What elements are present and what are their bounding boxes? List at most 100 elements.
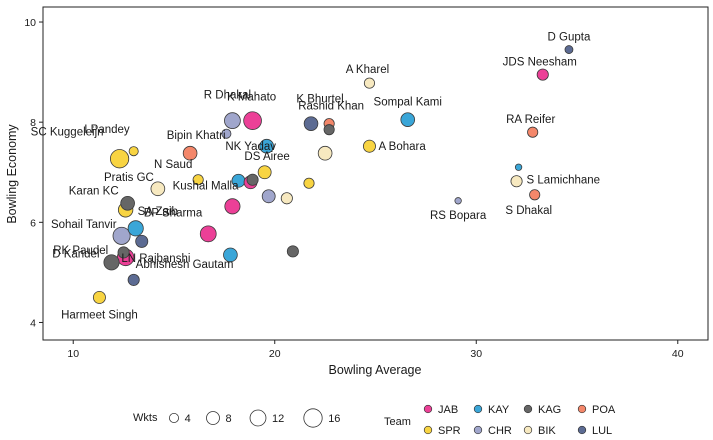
point-d-kandel bbox=[103, 254, 120, 271]
point-karan-kc bbox=[120, 195, 135, 211]
label-sa-zaib: SA Zaib bbox=[138, 206, 178, 218]
point-a-bohara bbox=[362, 139, 376, 153]
y-axis-title: Bowling Economy bbox=[5, 124, 19, 224]
team-swatch-bik bbox=[523, 425, 533, 435]
point-ra-reifer bbox=[527, 126, 539, 138]
team-swatch-lul bbox=[577, 425, 587, 435]
team-swatch-kag bbox=[523, 404, 533, 414]
label-sc-kuggeleijn: SC Kuggeleijn bbox=[31, 127, 104, 139]
data-point bbox=[514, 163, 523, 171]
team-swatch-chr bbox=[473, 425, 483, 435]
point-r-dhakal bbox=[224, 112, 241, 130]
data-point bbox=[257, 165, 272, 180]
size-legend-circle-4 bbox=[168, 412, 179, 423]
point-k-mahato bbox=[243, 111, 262, 130]
point-bipin-khatri bbox=[182, 145, 198, 161]
team-label-jab: JAB bbox=[438, 404, 458, 416]
label-abhishesh-gautam: Abhishesh Gautam bbox=[136, 259, 234, 271]
label-d-kandel: D Kandel bbox=[52, 248, 99, 260]
label-bipin-khatri: Bipin Khatri bbox=[167, 130, 226, 142]
team-label-kay: KAY bbox=[488, 404, 510, 416]
label-harmeet-singh: Harmeet Singh bbox=[61, 309, 138, 321]
point-sohail-tanvir bbox=[112, 226, 131, 245]
size-legend-label-16: 16 bbox=[328, 413, 340, 425]
y-tick-label: 10 bbox=[24, 17, 36, 29]
point-bp-sharma bbox=[127, 220, 144, 237]
data-points bbox=[92, 45, 574, 304]
point-jds-neesham bbox=[536, 68, 549, 81]
point-k-bhurtel bbox=[303, 116, 319, 131]
label-k-mahato: K Mahato bbox=[227, 92, 276, 104]
data-point bbox=[323, 124, 335, 136]
label-d-gupta: D Gupta bbox=[548, 32, 591, 44]
label-a-kharel: A Kharel bbox=[346, 64, 389, 76]
label-r-dhakal: R Dhakal bbox=[204, 90, 251, 102]
point-d-gupta bbox=[564, 45, 574, 54]
x-axis: 10 20 30 40 bbox=[67, 340, 684, 360]
point-a-kharel bbox=[363, 77, 375, 89]
size-legend-label-8: 8 bbox=[226, 413, 232, 425]
y-tick-label: 4 bbox=[30, 317, 36, 329]
size-legend-title: Wkts bbox=[133, 412, 158, 424]
label-ds-airee: DS Airee bbox=[244, 151, 289, 163]
label-rashid-khan: Rashid Khan bbox=[298, 101, 364, 113]
size-legend-circle-12 bbox=[249, 409, 267, 427]
data-point bbox=[280, 192, 293, 205]
point-s-lamichhane bbox=[510, 175, 523, 188]
point-rs-bopara bbox=[454, 197, 462, 205]
team-legend-title: Team bbox=[384, 416, 411, 428]
point-harmeet-singh bbox=[92, 290, 106, 304]
label-sohail-tanvir: Sohail Tanvir bbox=[51, 219, 117, 231]
plot-area-frame bbox=[42, 6, 709, 341]
team-label-spr: SPR bbox=[438, 425, 461, 437]
x-tick-label: 40 bbox=[672, 348, 684, 360]
size-legend-circle-16 bbox=[303, 408, 323, 428]
data-point bbox=[246, 173, 259, 186]
team-swatch-kay bbox=[473, 404, 483, 414]
team-legend: Team JAB KAY KAG POA SPR CHR BIK LUL bbox=[384, 404, 616, 437]
label-rs-bopara: RS Bopara bbox=[430, 210, 487, 222]
label-a-bohara: A Bohara bbox=[378, 141, 426, 153]
label-karan-kc: Karan KC bbox=[69, 185, 119, 197]
label-pratis-gc: Pratis GC bbox=[104, 172, 154, 184]
team-label-lul: LUL bbox=[592, 425, 612, 437]
label-kushal-malla: Kushal Malla bbox=[173, 180, 239, 192]
point-pratis-gc bbox=[150, 181, 166, 197]
point-ln-rajbanshi bbox=[223, 247, 238, 263]
point-ds-airee bbox=[317, 145, 333, 161]
x-tick-label: 20 bbox=[269, 348, 281, 360]
team-swatch-poa bbox=[577, 404, 587, 414]
point-i-pandey bbox=[128, 146, 139, 157]
data-point bbox=[117, 246, 130, 259]
team-swatch-spr bbox=[423, 425, 433, 435]
x-axis-title: Bowling Average bbox=[329, 363, 422, 377]
size-legend-circle-8 bbox=[206, 411, 220, 425]
x-tick-label: 30 bbox=[470, 348, 482, 360]
label-bp-sharma: BP Sharma bbox=[144, 207, 203, 219]
x-tick-label: 10 bbox=[67, 348, 79, 360]
data-point bbox=[224, 198, 241, 215]
label-ln-rajbanshi: LN Rajbanshi bbox=[121, 253, 190, 265]
data-point bbox=[261, 189, 276, 204]
point-sc-kuggeleijn bbox=[109, 149, 130, 169]
label-s-lamichhane: S Lamichhane bbox=[527, 174, 601, 186]
data-point bbox=[286, 245, 299, 258]
point-sompal-kami bbox=[400, 112, 416, 127]
label-ra-reifer: RA Reifer bbox=[506, 114, 555, 126]
label-n-saud: N Saud bbox=[154, 159, 192, 171]
data-point bbox=[303, 177, 315, 189]
label-s-dhakal: S Dhakal bbox=[505, 205, 552, 217]
y-tick-label: 8 bbox=[30, 117, 36, 129]
label-sompal-kami: Sompal Kami bbox=[374, 97, 442, 109]
size-legend: Wkts 4 8 12 16 bbox=[133, 408, 340, 428]
team-label-kag: KAG bbox=[538, 404, 561, 416]
point-rk-paudel bbox=[199, 225, 217, 243]
team-swatch-jab bbox=[423, 404, 433, 414]
label-jds-neesham: JDS Neesham bbox=[503, 57, 577, 69]
label-rk-paudel: RK Paudel bbox=[53, 245, 108, 257]
point-labels: D Gupta JDS Neesham A Kharel Sompal Kami RA … bbox=[31, 32, 600, 322]
team-label-bik: BIK bbox=[538, 425, 556, 437]
size-legend-label-4: 4 bbox=[185, 413, 191, 425]
team-label-poa: POA bbox=[592, 404, 616, 416]
